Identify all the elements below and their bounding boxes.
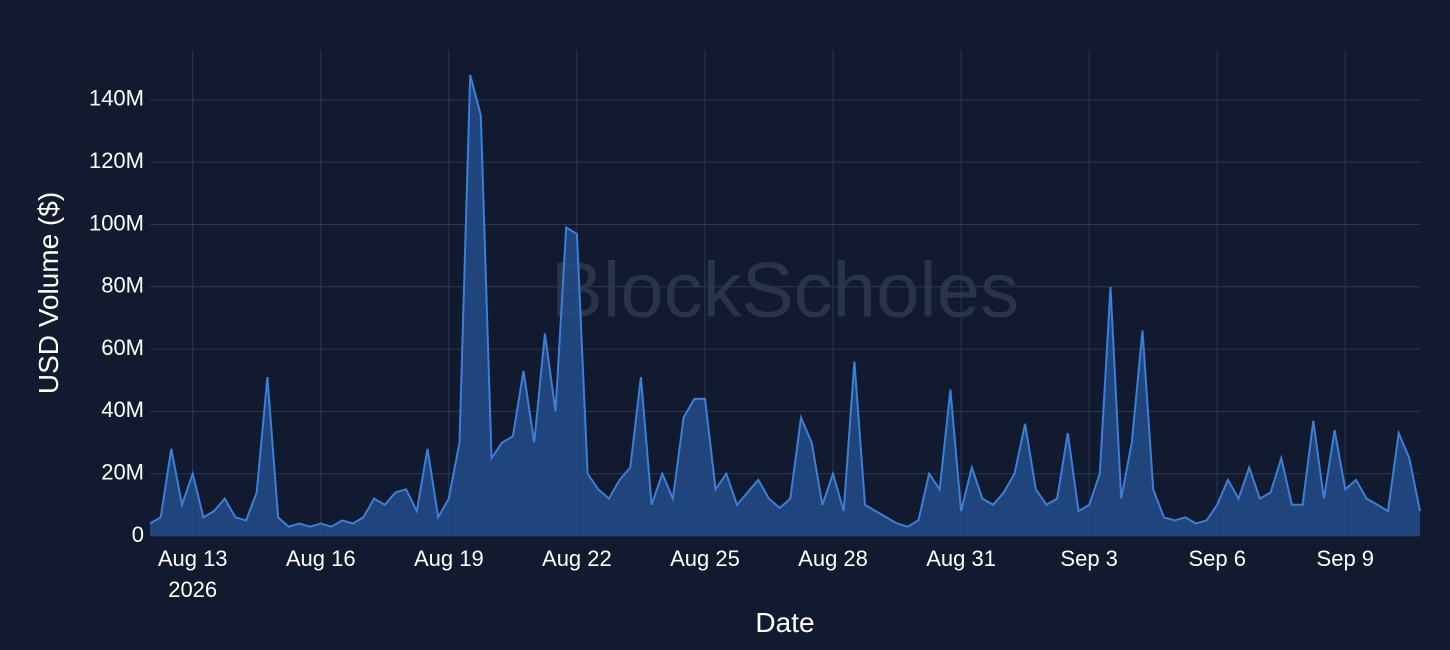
y-tick-label: 140M <box>89 86 144 111</box>
y-tick-label: 40M <box>101 397 144 422</box>
y-axis-title: USD Volume ($) <box>33 192 64 394</box>
x-tick-label: Sep 3 <box>1060 546 1118 571</box>
y-tick-label: 80M <box>101 273 144 298</box>
line <box>149 74 1421 528</box>
x-tick-label: Aug 31 <box>926 546 996 571</box>
y-tick-label: 100M <box>89 210 144 235</box>
x-tick-label: Aug 13 2026 <box>158 546 228 602</box>
watermark: BlockScholes <box>551 246 1019 334</box>
x-tick-label: Aug 19 <box>414 546 484 571</box>
x-tick-label: Sep 9 <box>1317 546 1375 571</box>
x-tick-label: Aug 28 <box>798 546 868 571</box>
x-tick-label: Aug 16 <box>286 546 356 571</box>
x-axis-title: Date <box>755 607 814 638</box>
y-tick-label: 20M <box>101 460 144 485</box>
y-tick-label: 60M <box>101 335 144 360</box>
x-tick-label: Aug 22 <box>542 546 612 571</box>
x-tick-label: Aug 25 <box>670 546 740 571</box>
y-tick-label: 0 <box>132 522 144 547</box>
y-tick-label: 120M <box>89 148 144 173</box>
x-tick-label: Sep 6 <box>1188 546 1246 571</box>
